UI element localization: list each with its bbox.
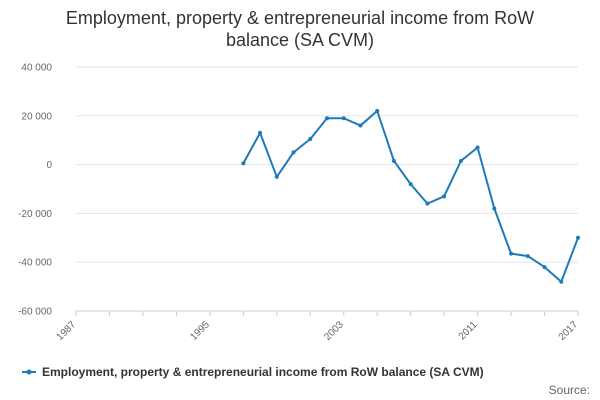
data-point[interactable] <box>375 108 380 113</box>
data-point[interactable] <box>509 251 514 256</box>
chart-title-line-1: Employment, property & entrepreneurial i… <box>66 8 534 28</box>
data-point[interactable] <box>258 130 263 135</box>
data-point[interactable] <box>274 174 279 179</box>
data-point[interactable] <box>325 116 329 121</box>
data-point[interactable] <box>391 158 396 163</box>
legend[interactable]: Employment, property & entrepreneurial i… <box>22 365 484 379</box>
x-tick-label: 2011 <box>457 319 480 342</box>
data-point[interactable] <box>542 265 547 270</box>
data-point[interactable] <box>358 123 363 128</box>
data-point[interactable] <box>291 150 296 155</box>
y-tick-label: 40 000 <box>21 63 52 74</box>
data-point[interactable] <box>308 136 313 141</box>
source-label: Source: <box>549 383 590 397</box>
series-layer <box>241 108 580 284</box>
x-tick-label: 2017 <box>557 319 581 343</box>
y-tick-label: 20 000 <box>21 111 52 122</box>
data-point[interactable] <box>408 182 413 187</box>
chart-title-line-2: balance (SA CVM) <box>226 30 374 50</box>
y-axis-ticks: 40 000 20 000 0 -20 000 -40 000 -60 000 <box>18 63 52 318</box>
data-point[interactable] <box>341 116 346 121</box>
data-point[interactable] <box>525 254 530 259</box>
data-point[interactable] <box>442 194 447 199</box>
data-point[interactable] <box>559 279 564 284</box>
y-tick-label: -60 000 <box>18 307 52 318</box>
x-tick-label: 1995 <box>188 319 212 343</box>
x-axis-ticks: 1987 1995 2003 2011 2017 <box>55 311 581 343</box>
data-point[interactable] <box>576 235 580 240</box>
data-point[interactable] <box>475 145 480 150</box>
legend-point-marker <box>26 369 32 375</box>
y-tick-label: -20 000 <box>18 209 52 220</box>
legend-label: Employment, property & entrepreneurial i… <box>42 365 484 379</box>
y-tick-label: 0 <box>46 160 52 171</box>
grid-layer <box>76 66 578 263</box>
data-point[interactable] <box>458 158 463 163</box>
x-tick-label: 1987 <box>55 319 79 343</box>
data-point[interactable] <box>492 206 497 211</box>
x-tick-label: 2003 <box>322 319 346 343</box>
data-point[interactable] <box>241 161 246 166</box>
y-tick-label: -40 000 <box>18 258 52 269</box>
data-point[interactable] <box>425 201 430 206</box>
